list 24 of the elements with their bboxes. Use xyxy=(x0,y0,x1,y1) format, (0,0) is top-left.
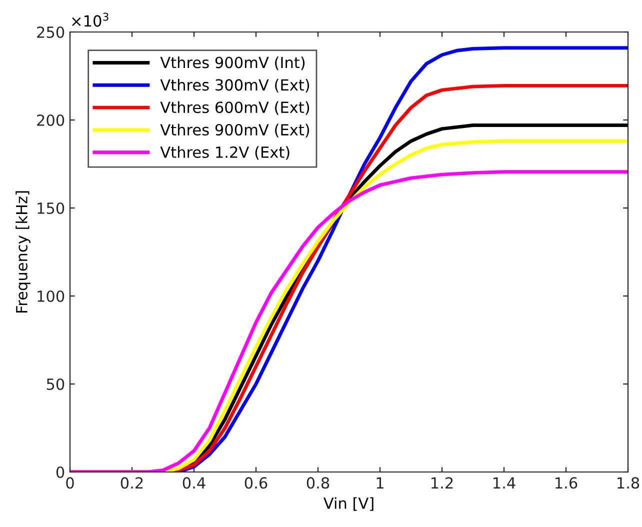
legend-label: Vthres 1.2V (Ext) xyxy=(160,146,290,160)
y-tick-label: 100 xyxy=(38,290,64,302)
legend-label: Vthres 300mV (Ext) xyxy=(160,78,310,92)
y-tick-label: 50 xyxy=(46,378,64,390)
x-tick-label: 0.6 xyxy=(244,477,268,489)
y-tick-label: 250 xyxy=(37,26,64,38)
x-tick-label: 1.4 xyxy=(494,477,516,488)
y-tick-label: 0 xyxy=(56,466,64,478)
x-tick-label: 0.2 xyxy=(120,477,143,489)
y-tick-label: 200 xyxy=(37,114,64,126)
x-tick-label: 1.2 xyxy=(432,477,453,488)
legend-label: Vthres 900mV (Ext) xyxy=(160,124,310,138)
x-tick-label: 1.8 xyxy=(618,477,640,489)
x-tick-label: 0.4 xyxy=(182,477,206,489)
legend-label: Vthres 600mV (Ext) xyxy=(160,101,310,115)
legend-label: Vthres 900mV (Int) xyxy=(160,56,305,70)
y-tick-label: 150 xyxy=(38,202,64,214)
x-tick-label: 0.8 xyxy=(306,477,330,489)
x-tick-label: 1.6 xyxy=(556,477,578,489)
x-tick-label: 0 xyxy=(66,477,74,489)
x-tick-label: 1 xyxy=(376,477,384,488)
x-axis-title: Vin [V] xyxy=(323,497,374,511)
text: ×10$^{3}$ xyxy=(72,12,108,27)
y-axis-title: Frequency [kHz] xyxy=(16,191,30,313)
